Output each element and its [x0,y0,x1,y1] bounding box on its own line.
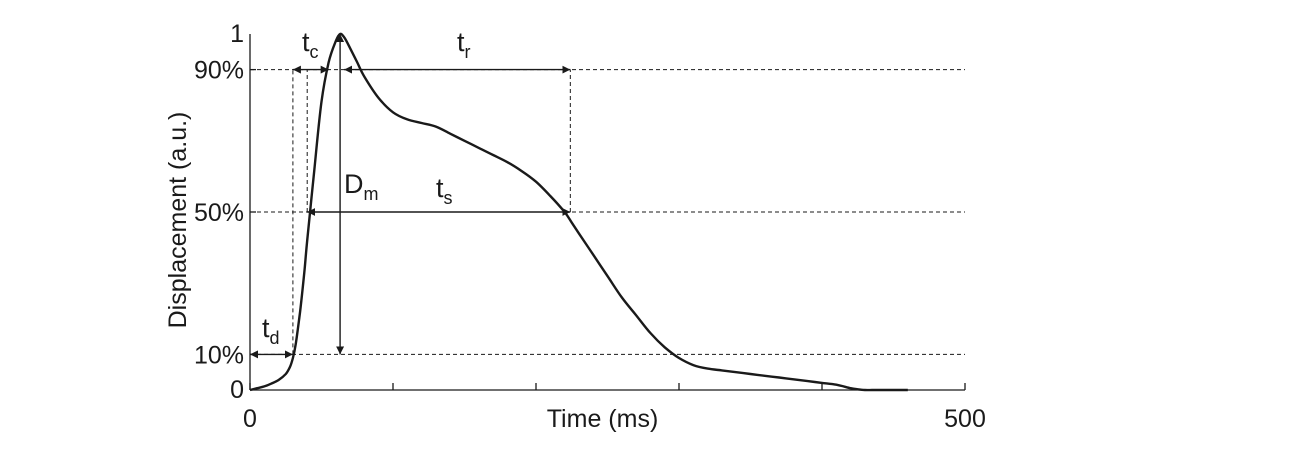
y-tick-label: 90% [194,57,244,85]
tr-label: tr [457,27,471,62]
x-axis-ticks: 0 500 [243,383,986,433]
y-axis-ticks: 0 10% 50% 90% 1 [194,20,256,404]
y-tick-label: 1 [230,20,244,48]
displacement-curve [249,32,908,392]
annotation-arrows [250,34,571,359]
x-tick-label: 0 [243,405,257,433]
y-tick-label: 50% [194,199,244,227]
drop-lines [292,69,571,355]
td-label: td [262,313,280,348]
y-tick-label: 10% [194,341,244,369]
x-tick-label: 500 [944,405,986,433]
dm-label: Dm [344,169,379,204]
y-tick-label: 0 [230,376,244,404]
annotation-labels: td tc tr ts Dm [262,27,471,348]
y-axis-label: Displacement (a.u.) [164,112,192,329]
x-axis-label: Time (ms) [547,405,659,433]
ts-label: ts [436,173,453,208]
tc-label: tc [302,27,319,62]
